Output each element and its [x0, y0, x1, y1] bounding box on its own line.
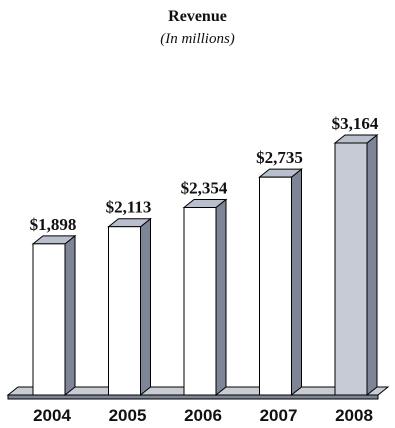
- bar: [32, 243, 66, 396]
- x-tick-label: 2005: [109, 406, 147, 425]
- bar-side: [291, 168, 302, 397]
- bar-value-label: $2,113: [106, 198, 152, 217]
- x-tick-label: 2008: [335, 406, 373, 425]
- bar: [334, 142, 368, 396]
- bar-value-label: $2,354: [181, 179, 228, 198]
- bar: [183, 207, 217, 396]
- bar-side: [215, 198, 227, 397]
- chart-floor-front: [7, 394, 379, 400]
- bar-side: [140, 217, 151, 397]
- bar-value-label: $3,164: [332, 114, 379, 133]
- x-tick-label: 2007: [260, 406, 298, 425]
- chart-title: Revenue: [168, 8, 227, 25]
- bar-side: [366, 133, 378, 397]
- bar: [108, 226, 141, 396]
- x-tick-label: 2004: [33, 406, 71, 425]
- bar: [259, 176, 292, 396]
- bar-value-label: $2,735: [256, 148, 303, 167]
- x-tick-label: 2006: [184, 406, 222, 425]
- bar-value-label: $1,898: [30, 215, 77, 234]
- chart-subtitle: (In millions): [160, 31, 235, 47]
- bar-side: [64, 234, 76, 397]
